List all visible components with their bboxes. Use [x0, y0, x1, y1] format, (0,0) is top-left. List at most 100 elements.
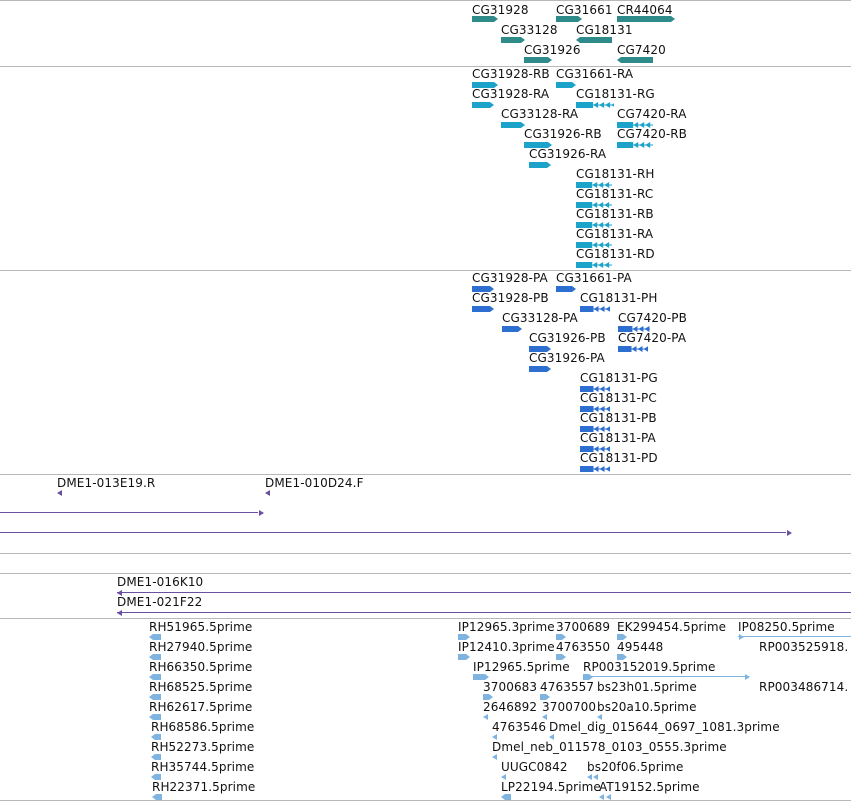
clone-glyph[interactable] [117, 610, 124, 616]
left-arrow-glyph[interactable] [576, 37, 612, 43]
est-glyph[interactable] [492, 754, 498, 760]
feature-label[interactable]: CG7420-PA [618, 331, 687, 345]
feature-label[interactable]: CG33128 [501, 23, 558, 37]
feature-label[interactable]: CG18131-RH [576, 167, 655, 181]
est-glyph[interactable] [542, 714, 550, 720]
est-glyph[interactable] [549, 734, 557, 740]
est-glyph[interactable] [149, 634, 161, 640]
est-glyph[interactable] [149, 654, 161, 660]
protein-glyph[interactable] [580, 426, 610, 432]
feature-label[interactable]: bs20f06.5prime [587, 760, 684, 774]
clone-end-glyph[interactable] [265, 490, 273, 496]
transcript-glyph[interactable] [576, 262, 612, 268]
protein-glyph[interactable] [580, 406, 610, 412]
est-glyph[interactable] [151, 734, 161, 740]
feature-label[interactable]: LP22194.5prime [501, 780, 601, 794]
feature-label[interactable]: CG33128-RA [501, 107, 579, 121]
est-glyph[interactable] [599, 794, 609, 800]
right-arrow-glyph[interactable] [524, 57, 552, 63]
feature-label[interactable]: DME1-016K10 [117, 575, 204, 589]
feature-label[interactable]: bs20a10.5prime [597, 700, 697, 714]
transcript-glyph[interactable] [556, 82, 576, 88]
est-glyph[interactable] [587, 774, 597, 780]
feature-label[interactable]: RH52273.5prime [151, 740, 255, 754]
feature-label[interactable]: CG7420-RB [617, 127, 688, 141]
est-glyph[interactable] [149, 694, 161, 700]
feature-label[interactable]: CG31926-RA [529, 147, 607, 161]
est-glyph[interactable] [483, 714, 491, 720]
transcript-glyph[interactable] [472, 102, 494, 108]
feature-label[interactable]: CG18131-RG [576, 87, 655, 101]
est-glyph[interactable] [583, 674, 593, 680]
feature-label[interactable]: AT19152.5prime [599, 780, 700, 794]
feature-label[interactable]: CG18131-RC [576, 187, 654, 201]
feature-label[interactable]: CG18131-PH [580, 291, 658, 305]
feature-label[interactable]: CG18131-RB [576, 207, 654, 221]
feature-label[interactable]: CG31661-RA [556, 67, 634, 81]
feature-label[interactable]: 4763550 [556, 640, 611, 654]
est-glyph[interactable] [501, 774, 509, 780]
est-glyph[interactable] [556, 654, 566, 660]
transcript-glyph[interactable] [501, 122, 525, 128]
feature-label[interactable]: 2646892 [483, 700, 538, 714]
est-glyph[interactable] [597, 714, 605, 720]
feature-label[interactable]: CG33128-PA [502, 311, 578, 325]
protein-glyph[interactable] [618, 346, 648, 352]
est-glyph[interactable] [152, 794, 162, 800]
right-arrow-glyph[interactable] [501, 37, 525, 43]
transcript-glyph[interactable] [576, 222, 612, 228]
feature-label[interactable]: CG31928-RA [472, 87, 550, 101]
est-glyph[interactable] [151, 774, 161, 780]
protein-glyph[interactable] [580, 446, 610, 452]
right-arrow-glyph[interactable] [472, 16, 498, 22]
transcript-glyph[interactable] [617, 122, 653, 128]
feature-label[interactable]: CG31926-RB [524, 127, 602, 141]
feature-label[interactable]: RP003486714. [759, 680, 849, 694]
clone-end-glyph[interactable] [57, 490, 63, 496]
feature-label[interactable]: 3700683 [483, 680, 538, 694]
feature-label[interactable]: Dmel_neb_011578_0103_0555.3prime [492, 740, 727, 754]
feature-label[interactable]: RP003152019.5prime [583, 660, 716, 674]
feature-label[interactable]: IP08250.5prime [738, 620, 835, 634]
feature-label[interactable]: RP003525918. [759, 640, 849, 654]
protein-glyph[interactable] [472, 306, 494, 312]
feature-label[interactable]: CG31926-PB [529, 331, 606, 345]
feature-label[interactable]: RH35744.5prime [151, 760, 255, 774]
feature-label[interactable]: CG18131-PC [580, 391, 657, 405]
protein-glyph[interactable] [580, 386, 610, 392]
feature-label[interactable]: RH22371.5prime [152, 780, 256, 794]
est-glyph[interactable] [617, 654, 627, 660]
feature-label[interactable]: RH27940.5prime [149, 640, 253, 654]
transcript-glyph[interactable] [524, 142, 552, 148]
feature-label[interactable]: bs23h01.5prime [597, 680, 697, 694]
est-glyph[interactable] [483, 694, 493, 700]
right-arrow-glyph[interactable] [556, 16, 582, 22]
feature-label[interactable]: Dmel_dig_015644_0697_1081.3prime [549, 720, 780, 734]
feature-label[interactable]: CG31661 [556, 3, 613, 17]
est-glyph[interactable] [458, 654, 470, 660]
feature-label[interactable]: CG7420-RA [617, 107, 687, 121]
feature-label[interactable]: CG31928 [472, 3, 529, 17]
transcript-glyph[interactable] [576, 242, 612, 248]
clone-end-glyph[interactable] [782, 530, 792, 536]
protein-glyph[interactable] [556, 286, 576, 292]
est-glyph[interactable] [744, 674, 750, 680]
feature-label[interactable]: CG31926 [524, 43, 581, 57]
left-arrow-glyph[interactable] [617, 57, 653, 63]
transcript-glyph[interactable] [529, 162, 551, 168]
feature-label[interactable]: CG31661-PA [556, 271, 632, 285]
est-glyph[interactable] [458, 634, 470, 640]
feature-label[interactable]: 4763546 [492, 720, 547, 734]
feature-label[interactable]: CG18131-PB [580, 411, 657, 425]
feature-label[interactable]: IP12965.3prime [458, 620, 555, 634]
feature-label[interactable]: 495448 [617, 640, 664, 654]
protein-glyph[interactable] [529, 346, 551, 352]
protein-glyph[interactable] [580, 306, 610, 312]
est-glyph[interactable] [593, 774, 601, 780]
est-glyph[interactable] [492, 734, 498, 740]
right-arrow-glyph[interactable] [617, 16, 675, 22]
est-glyph[interactable] [738, 634, 744, 640]
transcript-glyph[interactable] [472, 82, 498, 88]
feature-label[interactable]: RH66350.5prime [149, 660, 253, 674]
feature-label[interactable]: CG18131-PG [580, 371, 658, 385]
